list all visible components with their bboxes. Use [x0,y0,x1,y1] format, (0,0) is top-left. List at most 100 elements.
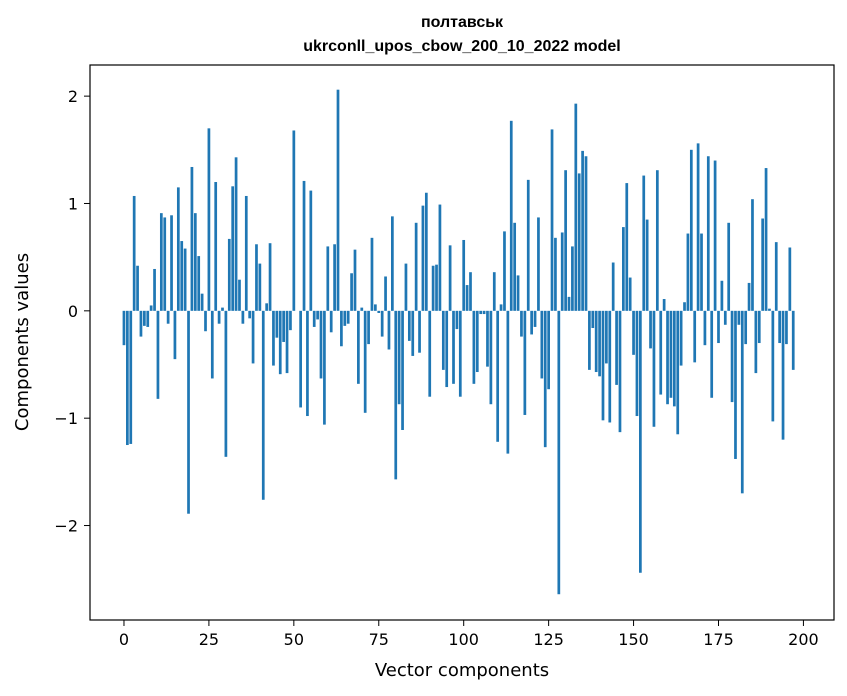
x-tick-label: 0 [119,630,129,649]
bar-86 [414,222,418,311]
bar-135 [581,150,584,311]
bar-160 [666,310,669,405]
bar-76 [380,310,384,337]
bar-168 [693,310,697,363]
bar-162 [672,310,676,407]
x-tick-label: 50 [284,630,304,649]
y-tick-label: −2 [54,517,78,536]
bar-167 [689,149,693,311]
bar-169 [696,143,700,311]
bar-143 [608,310,612,423]
bar-3 [132,195,136,311]
bar-123 [540,310,544,379]
bar-1 [126,310,129,446]
bar-24 [204,310,207,332]
bar-30 [224,310,228,457]
bar-71 [363,310,367,413]
bar-124 [543,310,547,448]
x-tick-label: 25 [199,630,219,649]
bar-13 [166,310,170,324]
bar-77 [384,276,387,311]
bar-155 [649,310,652,349]
bar-99 [458,310,462,397]
bar-121 [533,310,537,327]
bar-105 [479,310,483,315]
bar-63 [336,89,340,311]
bar-49 [289,310,292,331]
bar-188 [761,218,765,311]
bar-161 [669,310,673,398]
bar-47 [282,310,285,342]
bar-93 [438,204,442,311]
bar-141 [601,310,605,421]
bar-139 [594,310,598,373]
bar-149 [628,277,632,311]
bar-197 [791,310,795,370]
bar-55 [309,190,313,311]
bar-140 [598,310,601,377]
bar-58 [319,310,323,379]
bar-145 [615,310,618,385]
x-tick-label: 175 [703,630,734,649]
bar-73 [370,237,374,311]
bar-6 [143,310,146,326]
chart-title-line2: ukrconll_upos_cbow_200_10_2022 model [303,38,620,55]
bar-5 [139,310,143,337]
bar-60 [326,246,330,311]
bar-9 [153,268,156,311]
bar-192 [774,242,778,311]
bar-83 [404,263,408,311]
y-tick-label: 0 [68,302,78,321]
bar-45 [275,310,279,338]
bar-181 [737,310,741,325]
x-tick-label: 150 [618,630,649,649]
bar-120 [530,310,533,335]
bar-21 [193,213,197,311]
x-tick-label: 100 [448,630,479,649]
bar-104 [475,310,479,373]
bar-20 [190,166,194,311]
bar-126 [550,129,554,311]
bar-153 [642,175,646,311]
bar-39 [255,244,258,311]
x-axis-ticks: 0 25 50 75 100 125 150 175 200 [119,620,819,649]
bar-56 [312,310,316,327]
bar-53 [302,180,306,311]
bar-165 [683,302,686,311]
bar-131 [567,296,571,311]
bar-144 [611,262,615,311]
bar-65 [343,310,347,326]
bar-114 [509,120,513,311]
bar-35 [241,310,245,324]
bar-68 [353,249,357,311]
bar-59 [323,310,326,425]
bar-193 [778,310,781,344]
bar-156 [652,310,656,427]
bar-194 [781,310,785,440]
bar-37 [248,310,252,319]
bar-101 [465,285,469,311]
bar-79 [391,216,394,311]
bar-67 [350,273,353,311]
bar-151 [635,310,639,417]
bar-134 [577,173,581,311]
bar-132 [571,246,574,311]
bar-33 [234,157,238,311]
bar-57 [316,310,319,320]
bar-36 [244,195,248,311]
bar-96 [448,245,452,311]
bar-50 [292,130,296,311]
bar-81 [397,310,401,405]
bar-148 [625,183,629,311]
y-tick-label: 2 [68,87,78,106]
bar-174 [713,160,717,311]
bar-186 [754,310,758,374]
bar-19 [187,310,190,514]
bar-23 [200,293,204,311]
bar-2 [129,310,133,444]
bar-146 [618,310,622,433]
bar-series [122,89,795,595]
bar-142 [605,310,608,364]
bar-110 [496,310,500,442]
